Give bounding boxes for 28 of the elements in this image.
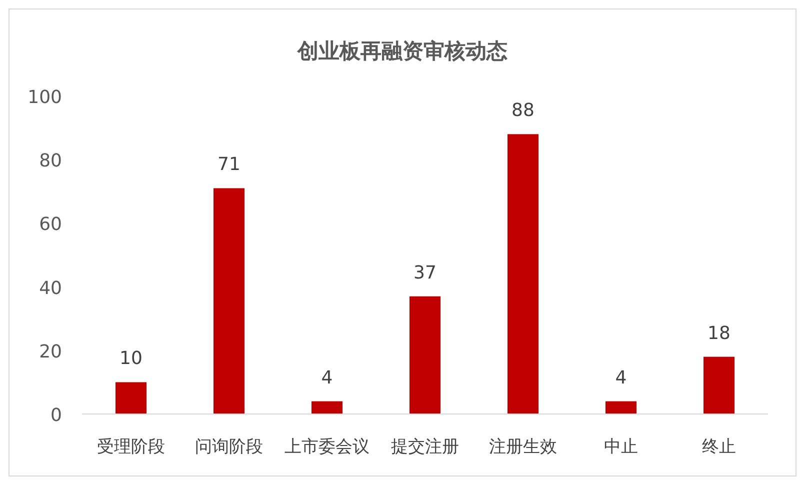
x-tick-label: 注册生效 [489,437,557,457]
x-tick-label: 问询阶段 [195,437,263,457]
data-label: 37 [414,262,436,284]
bar [606,401,636,414]
x-tick-label: 提交注册 [391,437,459,457]
data-label: 10 [120,348,142,370]
data-label: 18 [708,322,730,344]
data-label: 88 [512,100,534,122]
x-tick-label: 上市委会议 [284,437,370,457]
bar [410,296,440,414]
y-tick-label: 100 [28,87,62,108]
x-tick-label: 中止 [604,437,638,457]
data-label: 4 [615,367,627,388]
bar [312,401,342,414]
y-tick-label: 20 [39,341,62,362]
x-tick-label: 终止 [702,437,736,457]
data-label: 71 [218,154,240,176]
y-tick-label: 60 [39,214,62,236]
bar [704,356,734,414]
y-tick-label: 40 [39,278,62,299]
y-tick-label: 80 [39,150,62,172]
data-label: 4 [321,367,333,388]
chart-title: 创业板再融资审核动态 [296,39,508,63]
bar [116,382,146,414]
bar [508,134,538,414]
x-tick-label: 受理阶段 [97,437,165,457]
y-tick-label: 0 [50,405,62,426]
bar [214,188,244,414]
